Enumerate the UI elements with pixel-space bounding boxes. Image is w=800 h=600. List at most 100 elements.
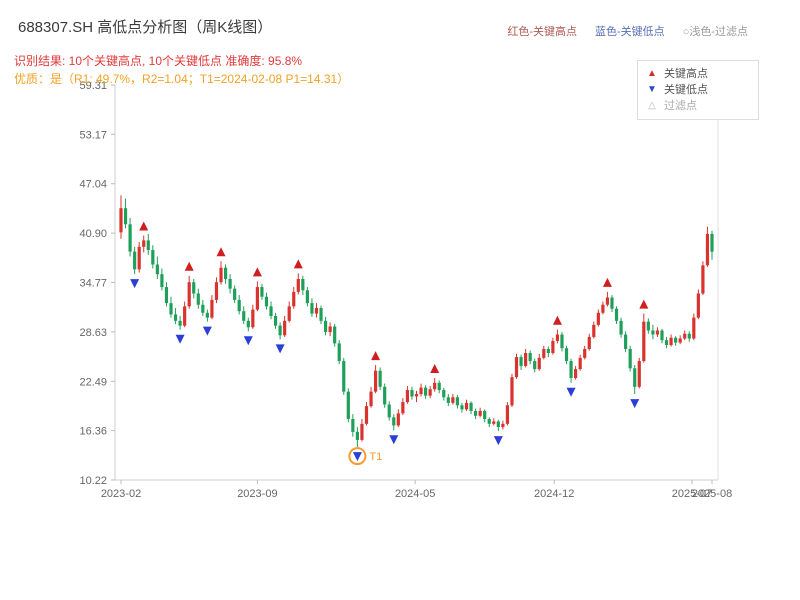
- candle-body: [519, 357, 523, 366]
- candle-body: [564, 348, 569, 362]
- candle-body: [392, 417, 396, 426]
- candle-body: [592, 324, 596, 337]
- candle-body: [405, 390, 410, 403]
- key-high-marker: [293, 259, 303, 269]
- candle-body: [142, 240, 146, 247]
- key-low-marker: [352, 452, 362, 462]
- candle-body: [601, 304, 605, 313]
- candle-body: [660, 330, 664, 341]
- candle-body: [487, 419, 491, 424]
- candle-body: [674, 337, 678, 343]
- top-legend-item-2: ○浅色-过滤点: [682, 26, 748, 38]
- candle-body: [537, 357, 541, 370]
- top-legend-item-0: 红色-关键高点: [507, 26, 578, 38]
- candle-body: [305, 290, 309, 304]
- candle-body: [419, 387, 423, 395]
- candle-body: [169, 303, 173, 315]
- candle-body: [342, 361, 346, 392]
- candle-body: [433, 382, 437, 390]
- candle-body: [574, 369, 578, 378]
- candle-body: [214, 282, 219, 300]
- candle-body: [555, 334, 560, 341]
- candle-body: [364, 406, 369, 424]
- top-legend-item-1: 蓝色-关键低点: [595, 26, 665, 38]
- candle-body: [242, 311, 246, 321]
- candle-body: [423, 387, 428, 396]
- candle-body: [683, 333, 687, 339]
- candle-body: [383, 386, 387, 405]
- key-high-marker: [216, 247, 226, 257]
- key-high-marker: [184, 261, 194, 271]
- candle-body: [246, 320, 250, 328]
- candle-body: [492, 421, 496, 424]
- key-high-marker: [371, 351, 381, 361]
- candle-body: [228, 278, 232, 289]
- candle-body: [355, 431, 359, 440]
- legend-item-key-low: ▼ 关键低点: [646, 82, 750, 98]
- x-tick-label: 2024-05: [395, 488, 435, 500]
- candle-body: [223, 267, 228, 279]
- y-tick-label: 22.49: [79, 376, 107, 388]
- candle-body: [510, 377, 514, 406]
- candle-body: [669, 337, 673, 345]
- key-high-marker: [430, 363, 440, 373]
- candle-body: [664, 340, 669, 345]
- candle-body: [196, 293, 200, 305]
- candle-body: [137, 246, 141, 270]
- candle-body: [528, 353, 532, 362]
- key-low-marker: [202, 326, 212, 336]
- candle-body: [146, 240, 150, 251]
- legend-label-key-high: 关键高点: [664, 68, 708, 80]
- candle-body: [460, 405, 464, 410]
- key-low-marker: [630, 399, 640, 409]
- candle-body: [173, 314, 178, 321]
- candle-body: [587, 336, 591, 350]
- candle-body: [183, 306, 187, 326]
- candle-body: [201, 304, 205, 313]
- candle-body: [296, 278, 300, 292]
- key-low-marker: [493, 436, 503, 446]
- candle-body: [551, 340, 555, 354]
- candle-body: [646, 321, 650, 331]
- candle-body: [478, 410, 482, 416]
- candle-body: [692, 317, 696, 339]
- x-tick-label: 2024-12: [534, 488, 574, 500]
- candle-body: [123, 208, 128, 225]
- candle-body: [560, 334, 564, 349]
- t1-circle: [348, 447, 367, 466]
- candle-body: [678, 338, 682, 343]
- candle-body: [351, 419, 355, 432]
- y-tick-label: 53.17: [79, 129, 107, 141]
- candle-body: [524, 353, 528, 366]
- key-low-marker: [130, 279, 140, 289]
- candle-body: [496, 421, 500, 428]
- candle-body: [205, 312, 209, 318]
- candle-body: [410, 390, 414, 397]
- candle-body: [287, 306, 291, 321]
- legend-label-key-low: 关键低点: [664, 84, 708, 96]
- candle-body: [133, 251, 137, 270]
- y-tick-label: 16.36: [79, 426, 107, 438]
- candle-body: [474, 410, 478, 416]
- y-tick-label: 47.04: [79, 179, 107, 191]
- candle-body: [378, 370, 382, 387]
- candle-body: [451, 397, 455, 403]
- y-tick-label: 59.31: [79, 80, 107, 92]
- candle-body: [273, 316, 278, 326]
- candle-body: [542, 349, 546, 358]
- candle-body: [610, 297, 614, 309]
- candle-body: [710, 233, 714, 252]
- t1-label: T1: [369, 451, 382, 463]
- key-low-marker: [175, 334, 185, 344]
- candle-body: [155, 264, 159, 275]
- candle-body: [442, 390, 446, 398]
- key-low-triangle-icon: ▼: [647, 84, 657, 95]
- quality-line: 优质：是（R1: 49.7%，R2=1.04；T1=2024-02-08 P1=…: [14, 72, 350, 86]
- candle-body: [396, 413, 400, 426]
- candle-body: [128, 224, 132, 252]
- candle-body: [369, 391, 373, 407]
- y-tick-label: 10.22: [79, 475, 107, 487]
- candle-body: [255, 287, 259, 310]
- candle-body: [219, 267, 223, 283]
